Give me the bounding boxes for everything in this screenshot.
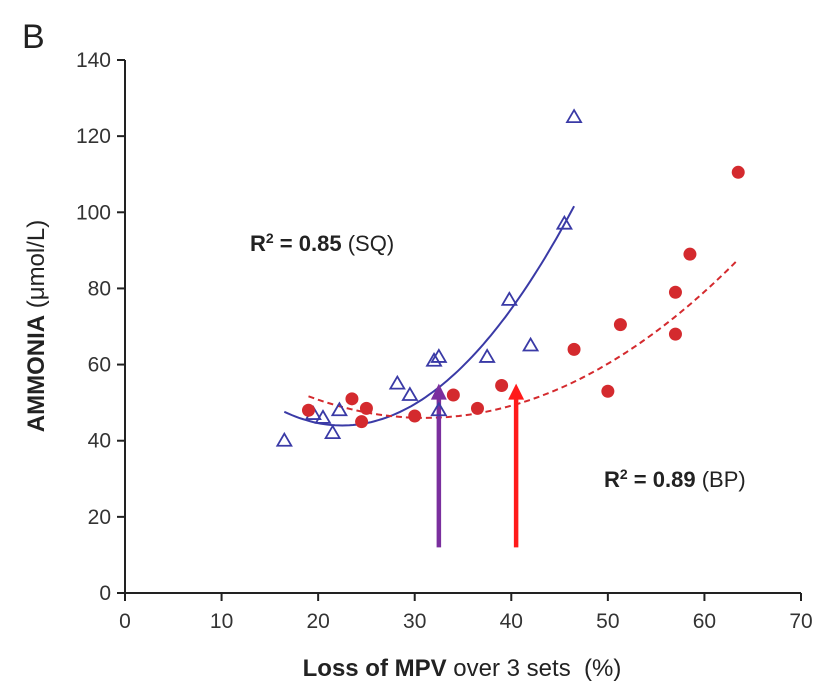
data-points bbox=[275, 108, 745, 447]
y-tick-label: 60 bbox=[88, 354, 111, 377]
point-bp bbox=[731, 165, 745, 179]
x-tick-label: 30 bbox=[403, 610, 426, 633]
arrow-head bbox=[508, 383, 525, 400]
x-axis-title: Loss of MPV over 3 sets (%) bbox=[303, 655, 622, 682]
x-tick-label: 50 bbox=[596, 610, 619, 633]
r2-annotation-bp: R2 = 0.89 (BP) bbox=[604, 466, 746, 492]
x-tick-label: 10 bbox=[210, 610, 233, 633]
x-tick-label: 0 bbox=[119, 610, 131, 633]
axes bbox=[124, 60, 801, 594]
point-sq bbox=[565, 108, 583, 124]
point-sq bbox=[478, 348, 496, 363]
point-bp bbox=[359, 401, 373, 415]
point-bp bbox=[470, 401, 484, 415]
arrow-1 bbox=[430, 383, 447, 548]
point-bp bbox=[668, 285, 682, 299]
r2-annotation-sq: R2 = 0.85 (SQ) bbox=[250, 230, 394, 256]
r2-group: (SQ) bbox=[342, 231, 395, 256]
x-tick-label: 40 bbox=[500, 610, 523, 633]
point-bp bbox=[668, 327, 682, 341]
point-sq bbox=[401, 386, 419, 401]
y-tick-label: 140 bbox=[76, 49, 111, 72]
r2-superscript: 2 bbox=[266, 230, 274, 246]
point-sq bbox=[430, 348, 448, 363]
fit-curve-bp bbox=[308, 258, 739, 419]
point-bp bbox=[495, 379, 509, 393]
point-bp bbox=[408, 409, 422, 423]
panel-label: B bbox=[22, 18, 45, 56]
point-sq bbox=[314, 409, 332, 424]
r2-prefix: R bbox=[250, 231, 266, 256]
y-tick-label: 120 bbox=[76, 125, 111, 148]
point-sq bbox=[522, 336, 540, 352]
y-tick-label: 100 bbox=[76, 201, 111, 224]
y-tick-label: 80 bbox=[88, 277, 111, 300]
point-sq bbox=[330, 401, 348, 417]
point-bp bbox=[345, 392, 359, 406]
r2-superscript: 2 bbox=[620, 466, 628, 482]
point-bp bbox=[567, 342, 581, 356]
y-tick-label: 20 bbox=[88, 506, 111, 529]
point-sq bbox=[324, 424, 342, 440]
point-sq bbox=[425, 351, 443, 367]
arrow-2 bbox=[508, 383, 525, 548]
x-tick-label: 60 bbox=[693, 610, 716, 633]
point-bp bbox=[355, 415, 369, 429]
r2-value: 0.89 bbox=[653, 467, 696, 492]
y-axis-title: AMMONIA (μmol/L) bbox=[23, 220, 50, 433]
point-bp bbox=[301, 403, 315, 417]
y-axis-title-bold: AMMONIA bbox=[23, 315, 50, 432]
r2-value: 0.85 bbox=[299, 231, 342, 256]
point-bp bbox=[683, 247, 697, 261]
y-axis-title-rest: (μmol/L) bbox=[23, 220, 50, 315]
r2-group: (BP) bbox=[696, 467, 746, 492]
x-axis-title-rest: over 3 sets (%) bbox=[447, 655, 622, 682]
r2-equals: = bbox=[274, 231, 299, 256]
x-axis-title-bold: Loss of MPV bbox=[303, 655, 447, 682]
arrows bbox=[430, 383, 525, 548]
y-ticks: 0 20 40 60 80 100 120 140 bbox=[76, 49, 125, 605]
point-bp bbox=[446, 388, 460, 402]
point-bp bbox=[613, 318, 627, 332]
r2-equals: = bbox=[628, 467, 653, 492]
point-sq bbox=[275, 431, 293, 447]
point-sq bbox=[430, 401, 448, 417]
point-bp bbox=[601, 384, 615, 398]
point-sq bbox=[555, 214, 573, 230]
r2-prefix: R bbox=[604, 467, 620, 492]
x-ticks: 0 10 20 30 40 50 60 70 bbox=[119, 593, 813, 633]
x-tick-label: 20 bbox=[306, 610, 329, 633]
x-tick-label: 70 bbox=[789, 610, 812, 633]
y-tick-label: 0 bbox=[99, 582, 111, 605]
arrow-head bbox=[430, 383, 447, 400]
point-sq bbox=[500, 291, 518, 306]
y-tick-label: 40 bbox=[88, 430, 111, 453]
point-sq bbox=[388, 374, 406, 390]
